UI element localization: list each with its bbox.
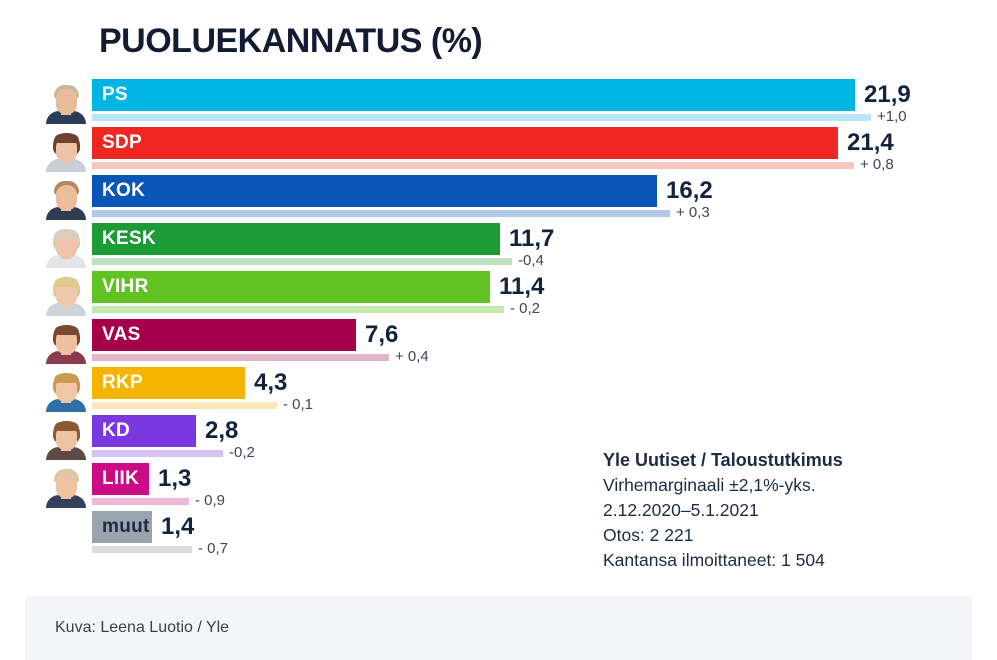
party-bar-label: KOK [102,180,146,201]
party-change-label: - 0,9 [195,492,226,509]
party-change-label: -0,2 [229,444,255,461]
party-bar: KESK [92,223,500,255]
party-change-bar [92,354,389,361]
party-value: 4,3 [254,369,288,396]
source-headline: Yle Uutiset / Taloustutkimus [603,450,843,470]
party-leader-avatar [45,224,87,268]
party-row: LIIK 1,3- 0,9 [0,462,997,510]
party-change-bar [92,402,277,409]
party-bar: muut [92,511,152,543]
source-margin-of-error: Virhemarginaali ±2,1%-yks. [603,475,816,495]
party-bar-label: SDP [102,132,142,153]
party-leader-avatar [45,128,87,172]
party-value: 11,7 [509,225,555,252]
party-bar: VAS [92,319,356,351]
party-bar: KOK [92,175,657,207]
party-value: 11,4 [499,273,545,300]
party-leader-avatar [45,272,87,316]
party-leader-avatar [45,176,87,220]
party-value: 21,9 [864,81,911,108]
party-bar-label: PS [102,84,128,105]
party-leader-avatar [45,80,87,124]
page-title: PUOLUEKANNATUS (%) [99,22,483,60]
party-bar-label: KD [102,420,131,441]
party-row: VAS 7,6 + 0,4 [0,318,997,366]
party-bar: RKP [92,367,245,399]
party-change-bar [92,258,512,265]
party-change-bar [92,498,189,505]
party-change-label: +1,0 [877,108,907,125]
party-leader-avatar [45,464,87,508]
party-change-label: - 0,7 [198,540,229,557]
party-change-bar [92,450,223,457]
party-value: 2,8 [205,417,239,444]
party-row: SDP 21,4 + 0,8 [0,126,997,174]
party-row: VIHR 11,4- 0,2 [0,270,997,318]
party-leader-avatar [45,416,87,460]
party-change-label: - 0,2 [510,300,541,317]
party-change-bar [92,546,192,553]
party-change-bar [92,162,854,169]
party-bar-list: PS 21,9 +1,0 SDP 21,4 + 0,8 KOK 16,2 + 0,3 KESK 11… [0,78,997,558]
party-change-label: - 0,1 [283,396,314,413]
party-row: RKP 4,3- 0,1 [0,366,997,414]
party-row: KESK 11,7 -0,4 [0,222,997,270]
party-bar: KD [92,415,196,447]
party-bar-label: RKP [102,372,144,393]
party-row: KD 2,8 -0,2 [0,414,997,462]
party-bar-label: KESK [102,228,156,249]
party-leader-avatar [45,368,87,412]
party-value: 21,4 [847,129,894,156]
party-row: PS 21,9 +1,0 [0,78,997,126]
party-value: 16,2 [666,177,713,204]
party-value: 7,6 [365,321,399,348]
caption-strip [25,596,972,660]
party-value: 1,3 [158,465,192,492]
party-leader-avatar [45,320,87,364]
party-bar: PS [92,79,855,111]
party-row: muut 1,4- 0,7 [0,510,997,558]
source-declared: Kantansa ilmoittaneet: 1 504 [603,550,825,570]
party-bar-label: LIIK [102,468,140,489]
source-block: Yle Uutiset / Taloustutkimus Virhemargin… [603,448,983,573]
image-credit: Kuva: Leena Luotio / Yle [55,619,230,636]
party-change-bar [92,306,504,313]
party-bar: SDP [92,127,838,159]
party-bar: LIIK [92,463,149,495]
source-sample: Otos: 2 221 [603,525,694,545]
source-period: 2.12.2020–5.1.2021 [603,500,759,520]
party-change-bar [92,114,871,121]
party-change-label: -0,4 [518,252,544,269]
party-bar: VIHR [92,271,490,303]
party-value: 1,4 [161,513,195,540]
party-change-bar [92,210,670,217]
party-change-label: + 0,3 [676,204,710,221]
party-bar-label: VAS [102,324,141,345]
party-change-label: + 0,8 [860,156,894,173]
party-bar-label: VIHR [102,276,149,297]
party-row: KOK 16,2 + 0,3 [0,174,997,222]
party-change-label: + 0,4 [395,348,429,365]
party-bar-label: muut [102,516,150,537]
